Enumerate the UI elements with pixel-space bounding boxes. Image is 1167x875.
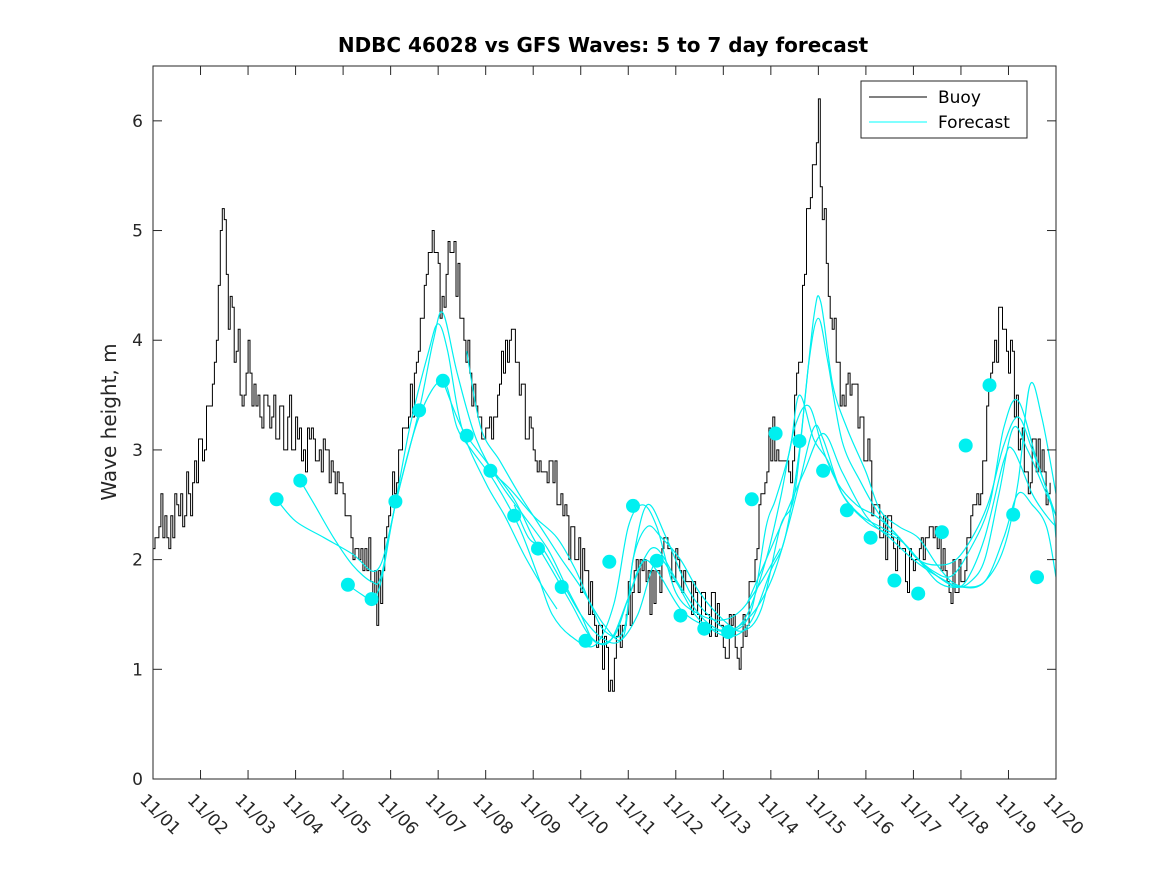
forecast-marker-10 xyxy=(507,508,522,523)
forecast-marker-3 xyxy=(340,577,355,592)
forecast-marker-18 xyxy=(697,621,712,636)
legend-buoy-label: Buoy xyxy=(938,88,981,108)
forecast-marker-24 xyxy=(839,503,854,518)
y-tick-label: 1 xyxy=(132,660,143,680)
forecast-marker-7 xyxy=(435,373,450,388)
forecast-marker-5 xyxy=(388,494,403,509)
y-tick-label: 3 xyxy=(132,441,143,461)
forecast-marker-28 xyxy=(934,525,949,540)
y-tick-label: 5 xyxy=(132,222,143,242)
forecast-marker-17 xyxy=(673,608,688,623)
chart-title: NDBC 46028 vs GFS Waves: 5 to 7 day fore… xyxy=(338,33,869,57)
y-axis: 0 1 2 3 4 5 6 xyxy=(132,112,1056,790)
forecast-marker-13 xyxy=(578,633,593,648)
forecast-marker-11 xyxy=(531,541,545,556)
forecast-marker-12 xyxy=(554,580,569,594)
forecast-marker-6 xyxy=(412,403,427,418)
forecast-marker-group xyxy=(269,373,1044,648)
forecast-line-1 xyxy=(276,323,558,610)
forecast-marker-20 xyxy=(744,492,759,507)
forecast-marker-16 xyxy=(649,553,664,568)
forecast-line-2 xyxy=(299,380,781,648)
forecast-marker-30 xyxy=(982,378,997,393)
forecast-marker-21 xyxy=(768,426,783,441)
forecast-line-8 xyxy=(746,432,1056,604)
legend-forecast-label: Forecast xyxy=(938,113,1010,133)
legend: Buoy Forecast xyxy=(860,80,1028,139)
forecast-marker-27 xyxy=(911,586,926,601)
forecast-marker-4 xyxy=(364,592,379,607)
y-tick-label: 2 xyxy=(132,551,143,571)
forecast-marker-9 xyxy=(483,463,498,478)
forecast-marker-26 xyxy=(887,573,902,588)
y-tick-label: 4 xyxy=(132,331,143,351)
plot-area-frame xyxy=(152,65,1057,780)
forecast-marker-19 xyxy=(721,625,736,639)
legend-box xyxy=(860,80,1028,139)
forecast-marker-14 xyxy=(602,554,617,569)
y-tick-label: 6 xyxy=(132,112,143,132)
forecast-marker-22 xyxy=(792,434,807,449)
forecast-marker-1 xyxy=(269,492,284,507)
forecast-marker-31 xyxy=(1006,507,1021,522)
forecast-marker-15 xyxy=(626,498,640,513)
forecast-marker-29 xyxy=(958,438,973,453)
forecast-marker-2 xyxy=(293,473,308,488)
forecast-marker-8 xyxy=(459,428,474,443)
forecast-line-5 xyxy=(489,394,1056,638)
forecast-marker-32 xyxy=(1030,570,1044,585)
y-axis-label: Wave height, m xyxy=(97,343,121,500)
forecast-marker-23 xyxy=(816,463,831,478)
forecast-marker-25 xyxy=(863,530,878,545)
y-tick-label: 0 xyxy=(132,770,143,790)
